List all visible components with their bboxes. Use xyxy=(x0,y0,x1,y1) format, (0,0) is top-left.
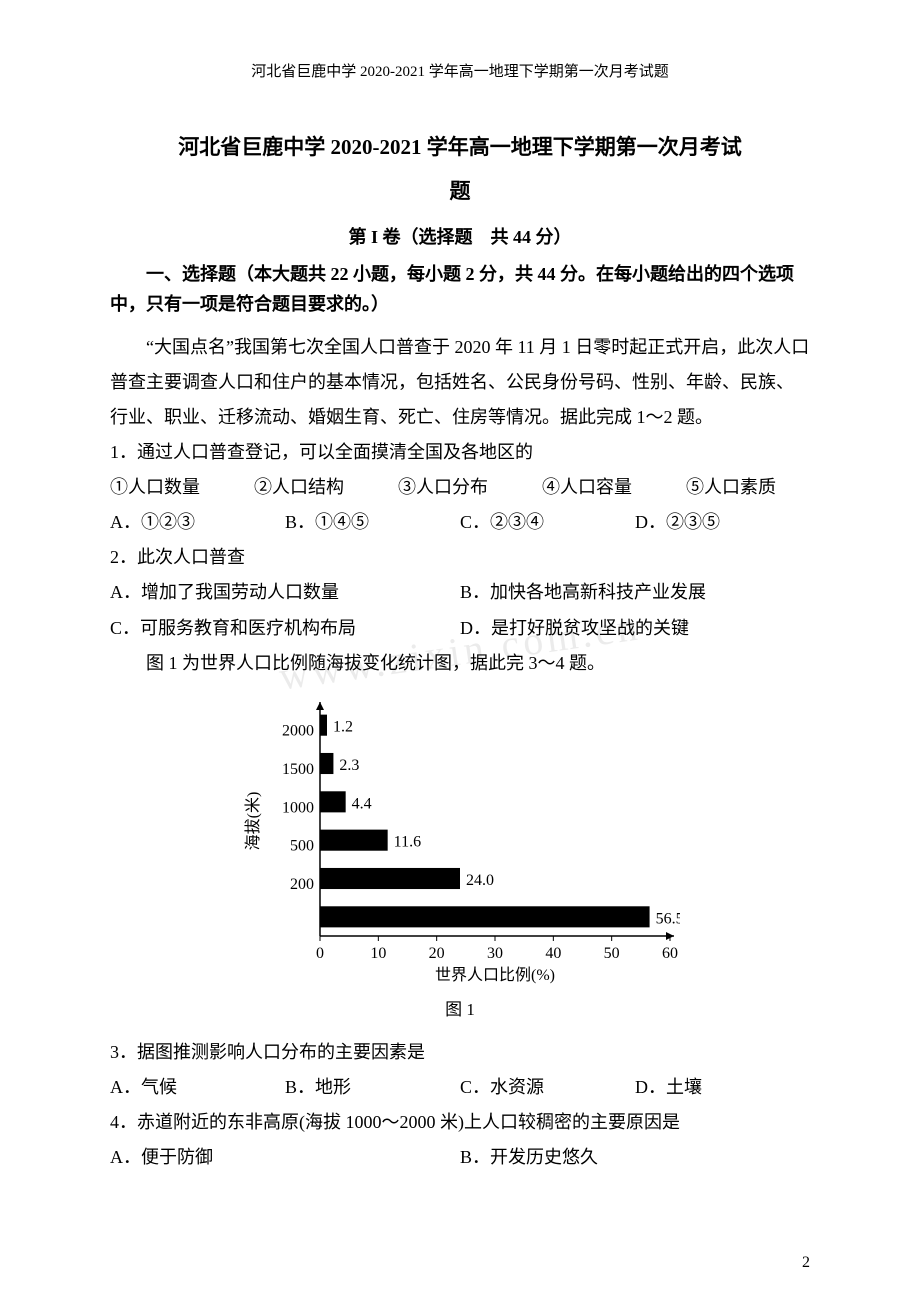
q1-option-d: D．②③⑤ xyxy=(635,505,810,540)
q2-option-c: C．可服务教育和医疗机构布局 xyxy=(110,611,460,646)
q3-stem: 3．据图推测影响人口分布的主要因素是 xyxy=(110,1035,810,1070)
q3-option-d: D．土壤 xyxy=(635,1070,810,1105)
svg-text:24.0: 24.0 xyxy=(466,872,494,889)
svg-text:2.3: 2.3 xyxy=(339,757,359,774)
section-title: 第 I 卷（选择题 共 44 分） xyxy=(110,223,810,249)
svg-text:1000: 1000 xyxy=(282,799,314,816)
q1-option-a: A．①②③ xyxy=(110,505,285,540)
q4-option-a: A．便于防御 xyxy=(110,1140,460,1175)
q3-option-c: C．水资源 xyxy=(460,1070,635,1105)
q1-options: A．①②③ B．①④⑤ C．②③④ D．②③⑤ xyxy=(110,505,810,540)
q1-stem: 1．通过人口普查登记，可以全面摸清全国及各地区的 xyxy=(110,435,810,470)
svg-text:1500: 1500 xyxy=(282,761,314,778)
q1-option-c: C．②③④ xyxy=(460,505,635,540)
svg-text:200: 200 xyxy=(290,876,314,893)
q2-option-d: D．是打好脱贫攻坚战的关键 xyxy=(460,611,810,646)
instruction-text: 一、选择题（本大题共 22 小题，每小题 2 分，共 44 分。在每小题给出的四… xyxy=(110,259,810,320)
q3-options: A．气候 B．地形 C．水资源 D．土壤 xyxy=(110,1070,810,1105)
svg-text:30: 30 xyxy=(487,945,503,962)
passage-1: “大国点名”我国第七次全国人口普查于 2020 年 11 月 1 日零时起正式开… xyxy=(110,330,810,435)
q2-option-a: A．增加了我国劳动人口数量 xyxy=(110,575,460,610)
q3-option-b: B．地形 xyxy=(285,1070,460,1105)
svg-text:海拔(米): 海拔(米) xyxy=(244,791,262,850)
q1-items: ①人口数量 ②人口结构 ③人口分布 ④人口容量 ⑤人口素质 xyxy=(110,470,810,505)
svg-text:20: 20 xyxy=(429,945,445,962)
q4-option-b: B．开发历史悠久 xyxy=(460,1140,810,1175)
svg-text:40: 40 xyxy=(545,945,561,962)
svg-text:56.5: 56.5 xyxy=(656,910,680,927)
svg-text:50: 50 xyxy=(604,945,620,962)
page-number: 2 xyxy=(802,1254,810,1272)
q4-stem: 4．赤道附近的东非高原(海拔 1000～2000 米)上人口较稠密的主要原因是 xyxy=(110,1105,810,1140)
svg-text:500: 500 xyxy=(290,837,314,854)
exam-title-line1: 河北省巨鹿中学 2020-2021 学年高一地理下学期第一次月考试 xyxy=(110,131,810,165)
svg-text:11.6: 11.6 xyxy=(394,833,421,850)
q2-options: A．增加了我国劳动人口数量 B．加快各地高新科技产业发展 C．可服务教育和医疗机… xyxy=(110,575,810,645)
svg-text:10: 10 xyxy=(370,945,386,962)
svg-text:0: 0 xyxy=(316,945,324,962)
q2-stem: 2．此次人口普查 xyxy=(110,540,810,575)
q2-option-b: B．加快各地高新科技产业发展 xyxy=(460,575,810,610)
svg-text:1.2: 1.2 xyxy=(333,718,353,735)
chart-figure: 海拔(米)20001.215002.310004.450011.620024.0… xyxy=(110,696,810,1020)
page-header: 河北省巨鹿中学 2020-2021 学年高一地理下学期第一次月考试题 xyxy=(110,60,810,81)
q3-option-a: A．气候 xyxy=(110,1070,285,1105)
q4-options: A．便于防御 B．开发历史悠久 xyxy=(110,1140,810,1175)
svg-text:世界人口比例(%): 世界人口比例(%) xyxy=(435,966,555,984)
svg-text:4.4: 4.4 xyxy=(352,795,372,812)
svg-text:60: 60 xyxy=(662,945,678,962)
passage-2: 图 1 为世界人口比例随海拔变化统计图，据此完 3～4 题。 xyxy=(110,646,810,681)
bar-chart-svg: 海拔(米)20001.215002.310004.450011.620024.0… xyxy=(240,696,680,986)
exam-title-line2: 题 xyxy=(110,175,810,205)
q1-option-b: B．①④⑤ xyxy=(285,505,460,540)
chart-caption: 图 1 xyxy=(110,995,810,1020)
svg-text:2000: 2000 xyxy=(282,722,314,739)
